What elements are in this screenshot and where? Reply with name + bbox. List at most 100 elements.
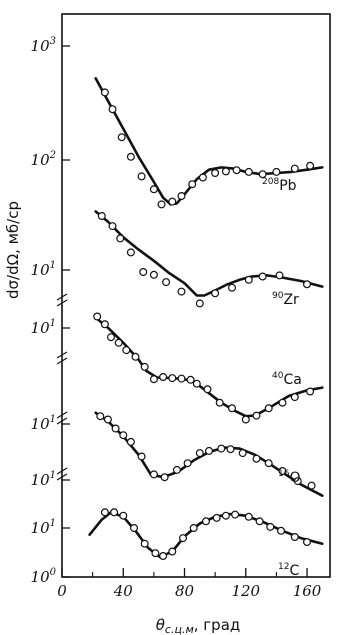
data-point (149, 270, 158, 279)
y-tick-label: 101 (31, 414, 56, 433)
data-point (151, 549, 160, 558)
data-point (114, 338, 123, 347)
data-point (238, 449, 247, 458)
series-o (94, 411, 324, 497)
series-zr (94, 210, 324, 308)
plot-frame (61, 13, 331, 578)
data-point (122, 346, 131, 355)
y-axis-label: dσ/dΩ, мб/ср (4, 201, 22, 299)
data-point (168, 547, 177, 556)
labels-layer: 208Pb 90Zr 40Ca 16O 12C θс.ц.м, град dσ/dΩ, мб… (4, 177, 302, 635)
data-point (96, 412, 105, 421)
y-tick-label: 100 (31, 567, 57, 586)
data-point (212, 513, 221, 522)
x-tick-label: 40 (113, 582, 134, 600)
data-point (168, 374, 177, 383)
data-point (211, 289, 220, 298)
data-point (168, 197, 177, 206)
data-point (126, 248, 135, 257)
data-point (137, 452, 146, 461)
data-point (139, 268, 148, 277)
data-point (244, 167, 253, 176)
data-point (106, 333, 115, 342)
data-point (189, 523, 198, 532)
axis-break-mark (56, 467, 68, 481)
data-point (205, 446, 214, 455)
data-point (177, 287, 186, 296)
data-point (293, 477, 302, 486)
data-point (119, 431, 128, 440)
data-point (108, 105, 117, 114)
axis-break-mark (56, 293, 68, 307)
axis-break-mark (56, 351, 68, 365)
series-layer (88, 77, 324, 560)
data-point (266, 522, 275, 531)
data-point (244, 512, 253, 521)
series-curve (94, 210, 324, 297)
data-point (258, 170, 267, 179)
x-tick-label: 80 (175, 582, 195, 600)
y-tick-label: 101 (31, 260, 56, 279)
y-tick-label: 101 (31, 518, 56, 537)
chart-axes: 0 40 80 120 160 100 101 101 101 101 101 102 103 (31, 13, 331, 600)
data-point (198, 173, 207, 182)
data-point (264, 459, 273, 468)
data-point (100, 88, 109, 97)
data-point (278, 398, 287, 407)
data-point (290, 532, 299, 541)
data-point (303, 280, 312, 289)
data-point (149, 185, 158, 194)
data-point (108, 222, 117, 231)
data-point (211, 169, 220, 178)
x-tick-label: 160 (293, 582, 322, 600)
data-point (275, 271, 284, 280)
data-point (203, 385, 212, 394)
y-tick-label: 103 (31, 36, 56, 55)
data-point (231, 510, 240, 519)
data-point (117, 133, 126, 142)
series-label-zr: 90Zr (272, 291, 299, 308)
data-point (157, 200, 166, 209)
data-point (111, 424, 120, 433)
data-point (303, 537, 312, 546)
data-point (221, 167, 230, 176)
data-point (306, 387, 315, 396)
data-point (140, 539, 149, 548)
data-point (244, 275, 253, 284)
data-point (277, 526, 286, 535)
data-point (278, 467, 287, 476)
data-point (183, 459, 192, 468)
data-point (221, 511, 230, 520)
data-point (149, 470, 158, 479)
data-point (241, 415, 250, 424)
data-point (252, 454, 261, 463)
data-point (272, 167, 281, 176)
data-point (306, 161, 315, 170)
data-point (119, 511, 128, 520)
series-label-ca: 40Ca (272, 371, 302, 388)
data-point (195, 449, 204, 458)
data-point (159, 373, 168, 382)
data-point (226, 445, 235, 454)
data-point (188, 180, 197, 189)
series-label-o: 16O (278, 469, 300, 486)
data-point (149, 375, 158, 384)
data-point (159, 551, 168, 560)
data-point (228, 283, 237, 292)
data-point (140, 362, 149, 371)
series-c (88, 508, 324, 560)
data-point (232, 166, 241, 175)
data-point (264, 404, 273, 413)
series-label-pb: 208Pb (262, 177, 297, 194)
data-point (126, 437, 135, 446)
y-tick-label: 101 (31, 470, 56, 489)
data-point (307, 481, 316, 490)
data-point (100, 508, 109, 517)
data-point (172, 465, 181, 474)
axis-break-mark (56, 411, 68, 425)
series-ca (93, 312, 324, 424)
data-point (202, 517, 211, 526)
data-point (179, 534, 188, 543)
data-point (290, 164, 299, 173)
